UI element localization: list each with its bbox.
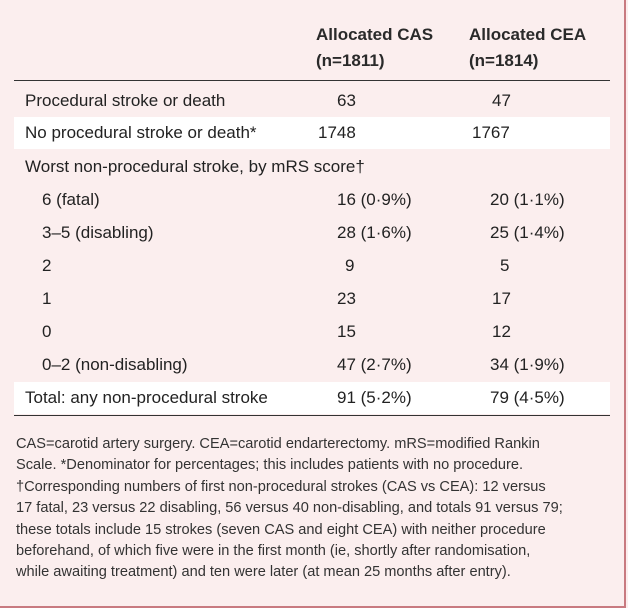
cas-value: 28 (1·6%)	[337, 223, 412, 242]
row-label: Worst non-procedural stroke, by mRS scor…	[25, 157, 365, 176]
footnote-line: Scale. *Denominator for percentages; thi…	[16, 457, 524, 474]
cea-value: 79 (4·5%)	[490, 388, 565, 407]
footnote-line: these totals include 15 strokes (seven C…	[16, 521, 546, 538]
row-label: 3–5 (disabling)	[42, 223, 154, 242]
table-row: 1 23 17	[14, 283, 610, 315]
cas-value: 47 (2·7%)	[337, 355, 412, 374]
table-row: 3–5 (disabling) 28 (1·6%) 25 (1·4%)	[14, 217, 610, 249]
table-row: 0–2 (non-disabling) 47 (2·7%) 34 (1·9%)	[14, 349, 610, 381]
table-row: 6 (fatal) 16 (0·9%) 20 (1·1%)	[14, 184, 610, 216]
row-label: Total: any non-procedural stroke	[25, 388, 268, 407]
footnote-line: while awaiting treatment) and ten were l…	[16, 564, 511, 581]
cas-value: 63	[337, 91, 356, 110]
column-header-cas: Allocated CAS (n=1811)	[316, 22, 433, 74]
cas-value: 91 (5·2%)	[337, 388, 412, 407]
table-row: Procedural stroke or death 63 47	[14, 85, 610, 117]
cea-value: 47	[492, 91, 511, 110]
row-label: 0	[42, 322, 52, 341]
cea-value: 20 (1·1%)	[490, 190, 565, 209]
footnote-line: 17 fatal, 23 versus 22 disabling, 56 ver…	[16, 500, 563, 517]
cas-value: 16 (0·9%)	[337, 190, 412, 209]
cas-value: 1748	[318, 123, 356, 142]
row-label: 2	[42, 256, 52, 275]
row-label: 6 (fatal)	[42, 190, 100, 209]
header-divider	[14, 80, 610, 81]
cas-value: 23	[337, 289, 356, 308]
row-label: 1	[42, 289, 52, 308]
row-label: No procedural stroke or death*	[25, 123, 257, 142]
table-bottom-divider	[14, 415, 610, 416]
table-row: 2 9 5	[14, 250, 610, 282]
row-label: Procedural stroke or death	[25, 91, 226, 110]
column-header-cea-title: Allocated CEA	[469, 25, 587, 44]
column-header-cea: Allocated CEA (n=1814)	[469, 22, 586, 74]
column-header-cea-n: (n=1814)	[469, 51, 539, 70]
cea-value: 34 (1·9%)	[490, 355, 565, 374]
cea-value: 25 (1·4%)	[490, 223, 565, 242]
footnote-line: beforehand, of which five were in the fi…	[16, 543, 531, 560]
footnote-line: CAS=carotid artery surgery. CEA=carotid …	[16, 436, 540, 452]
cas-value: 15	[337, 322, 356, 341]
row-label: 0–2 (non-disabling)	[42, 355, 188, 374]
cea-value: 5	[500, 256, 510, 275]
table-row: Worst non-procedural stroke, by mRS scor…	[14, 151, 610, 183]
column-header-cas-title: Allocated CAS	[316, 25, 434, 44]
table-footnote: CAS=carotid artery surgery. CEA=carotid …	[16, 434, 616, 584]
table-row: 0 15 12	[14, 316, 610, 348]
table-row-total: Total: any non-procedural stroke 91 (5·2…	[14, 382, 610, 414]
cea-value: 12	[492, 322, 511, 341]
cea-value: 17	[492, 289, 511, 308]
footnote-line: †Corresponding numbers of first non-proc…	[16, 478, 546, 495]
table-row: No procedural stroke or death* 1748 1767	[14, 117, 610, 149]
cas-value: 9	[345, 256, 355, 275]
column-header-cas-n: (n=1811)	[316, 51, 385, 70]
cea-value: 1767	[472, 123, 510, 142]
